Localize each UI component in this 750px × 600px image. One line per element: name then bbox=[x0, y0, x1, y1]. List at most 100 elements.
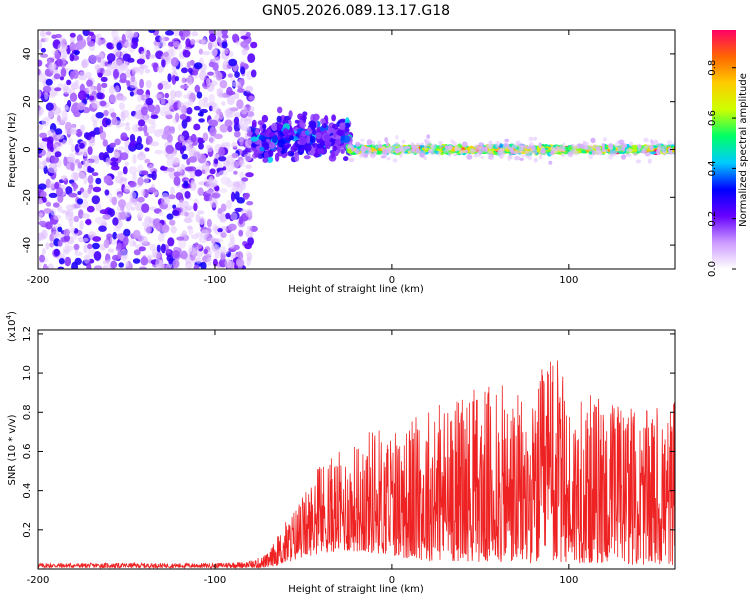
spectrogram-cell bbox=[176, 236, 185, 241]
spectrogram-cell bbox=[198, 118, 205, 123]
spectrogram-cell bbox=[401, 139, 406, 144]
spectrogram-cell bbox=[49, 62, 56, 69]
spectrogram-cell bbox=[160, 97, 166, 105]
spectrogram-cell bbox=[246, 201, 254, 206]
spectrogram-cell bbox=[77, 171, 86, 180]
spectrogram-cell bbox=[144, 147, 150, 152]
spectrogram-cell bbox=[464, 149, 469, 153]
spectrogram-cell bbox=[177, 101, 185, 111]
spectrogram-cell bbox=[52, 91, 59, 96]
spectrogram-cell bbox=[163, 125, 173, 135]
spectrogram-cell bbox=[186, 107, 193, 115]
spectrogram-cell bbox=[114, 175, 124, 184]
spectrogram-cell bbox=[230, 253, 238, 258]
spectrogram-cell bbox=[250, 41, 258, 49]
spectrogram-cell bbox=[91, 172, 99, 177]
y-tick-label: 0.2 bbox=[22, 522, 33, 538]
spectrogram-cell bbox=[118, 146, 126, 151]
spectrogram-cell bbox=[216, 88, 224, 93]
spectrogram-cell bbox=[44, 91, 49, 101]
spectrogram-cell bbox=[197, 112, 204, 117]
spectrogram-cell bbox=[145, 97, 154, 106]
spectrogram-cell bbox=[348, 157, 355, 163]
spectrogram-cell bbox=[56, 133, 64, 140]
spectrogram-cell bbox=[474, 147, 481, 153]
spectrogram-cell bbox=[245, 172, 254, 178]
spectrogram-cell bbox=[61, 117, 66, 124]
snr-scale-exponent: 4 bbox=[5, 314, 13, 319]
spectrogram-cell bbox=[561, 153, 565, 158]
spectrogram-cell bbox=[385, 142, 389, 147]
spectrogram-cell bbox=[229, 107, 239, 112]
spectrogram-cell bbox=[74, 79, 80, 85]
spectrogram-cell bbox=[261, 114, 269, 123]
spectrogram-cell bbox=[205, 180, 215, 189]
spectrogram-cell bbox=[574, 144, 580, 149]
spectrogram-cell bbox=[642, 148, 647, 153]
spectrogram-cell bbox=[132, 154, 137, 164]
spectrogram-cell bbox=[138, 126, 144, 132]
spectrogram-cell bbox=[75, 159, 80, 164]
spectrogram-cell bbox=[144, 158, 151, 164]
spectrogram-cell bbox=[40, 141, 49, 149]
spectrogram-cell bbox=[117, 250, 122, 260]
spectrogram-cell bbox=[102, 38, 107, 46]
spectrogram-cell bbox=[248, 106, 255, 112]
spectrogram-cell bbox=[118, 199, 126, 208]
spectrogram-cell bbox=[128, 166, 138, 175]
spectrogram-cell bbox=[50, 155, 59, 164]
spectrogram-cell bbox=[366, 139, 373, 146]
spectrogram-cell bbox=[221, 34, 229, 39]
spectrogram-cell bbox=[478, 142, 484, 147]
spectrogram-cell bbox=[250, 136, 258, 142]
spectrogram-cell bbox=[125, 209, 131, 218]
spectrogram-cell bbox=[57, 205, 63, 213]
spectrogram-cell bbox=[646, 144, 650, 148]
spectrogram-cell bbox=[411, 147, 415, 153]
spectrogram-cell bbox=[243, 153, 252, 162]
spectrogram-cell bbox=[156, 244, 161, 253]
spectrogram-cell bbox=[215, 172, 220, 177]
spectrogram-cell bbox=[49, 233, 54, 242]
spectrogram-cell bbox=[120, 211, 126, 220]
spectrogram-cell bbox=[616, 140, 622, 145]
spectrogram-cell bbox=[173, 171, 181, 177]
spectrogram-cell bbox=[165, 114, 173, 120]
spectrogram-cell bbox=[134, 142, 144, 150]
spectrogram-cell bbox=[186, 76, 193, 87]
spectrogram-cell bbox=[60, 67, 67, 78]
spectrogram-cell bbox=[343, 156, 349, 162]
spectrogram-cell bbox=[420, 142, 425, 146]
spectrogram-cell bbox=[355, 149, 360, 155]
spectrogram-cell bbox=[395, 135, 399, 140]
spectrogram-x-axis: -200 -100 0 100 bbox=[27, 30, 578, 286]
spectrogram-cell bbox=[170, 57, 179, 67]
spectrogram-cell bbox=[141, 170, 149, 176]
spectrogram-cell bbox=[156, 65, 164, 73]
spectrogram-cell bbox=[170, 186, 175, 195]
y-tick-label: 0.6 bbox=[22, 444, 33, 460]
spectrogram-cell bbox=[647, 158, 652, 164]
spectrogram-cell bbox=[463, 141, 468, 147]
spectrogram-cell bbox=[40, 191, 47, 198]
spectrogram-cell bbox=[182, 30, 191, 37]
spectrogram-cell bbox=[309, 136, 316, 143]
spectrogram-cell bbox=[221, 30, 228, 36]
spectrogram-cell bbox=[54, 52, 61, 59]
spectrogram-cell bbox=[105, 118, 111, 126]
spectrogram-cell bbox=[294, 119, 300, 124]
spectrogram-cell bbox=[147, 187, 157, 193]
spectrogram-cell bbox=[164, 92, 170, 99]
spectrogram-heatmap bbox=[38, 30, 675, 269]
spectrogram-cell bbox=[167, 237, 175, 247]
spectrogram-cell bbox=[101, 82, 108, 88]
spectrogram-cell bbox=[146, 173, 155, 178]
spectrogram-cell bbox=[69, 92, 78, 103]
spectrogram-cell bbox=[119, 102, 125, 110]
spectrogram-cell bbox=[124, 261, 129, 268]
spectrogram-cell bbox=[118, 95, 127, 101]
spectrogram-cell bbox=[359, 138, 365, 142]
spectrogram-cell bbox=[459, 150, 463, 155]
spectrogram-cell bbox=[198, 70, 207, 81]
spectrogram-cell bbox=[99, 100, 107, 107]
